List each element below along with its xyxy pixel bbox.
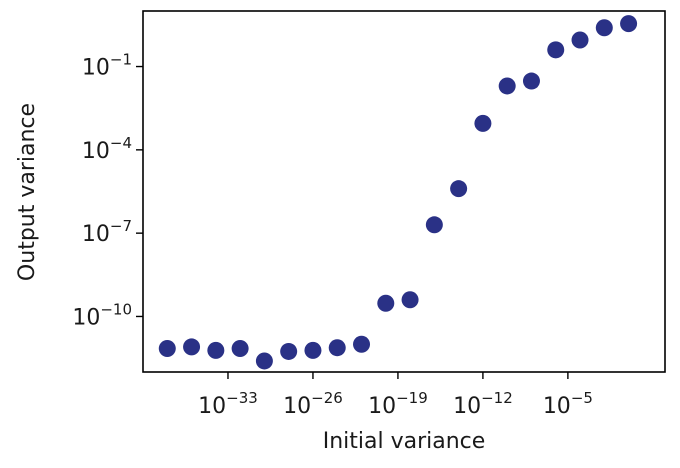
plot-area (158, 15, 638, 370)
x-tick-exponent: −5 (571, 389, 593, 407)
data-point (304, 341, 322, 359)
data-point (474, 114, 492, 132)
x-tick-base: 10 (198, 394, 226, 419)
y-tick-exponent: −10 (100, 300, 132, 318)
data-point (571, 31, 589, 49)
y-tick-label: 10−1 (82, 51, 132, 81)
x-axis-label: Initial variance (323, 429, 486, 454)
x-tick-label: 10−26 (283, 389, 343, 419)
y-tick-base: 10 (82, 56, 110, 81)
data-point (231, 340, 249, 358)
x-tick-label: 10−5 (543, 389, 593, 419)
data-point (255, 352, 273, 370)
data-point (498, 77, 516, 95)
y-tick-label: 10−7 (82, 217, 132, 247)
x-tick-label: 10−19 (368, 389, 428, 419)
x-tick-exponent: −33 (226, 389, 258, 407)
data-point (328, 339, 346, 357)
data-point (522, 72, 540, 90)
data-point (377, 294, 395, 312)
data-point (158, 340, 176, 358)
x-tick-label: 10−12 (453, 389, 513, 419)
y-tick-base: 10 (72, 305, 100, 330)
x-tick-exponent: −12 (481, 389, 513, 407)
y-tick-exponent: −4 (110, 134, 132, 152)
x-tick-label: 10−33 (198, 389, 258, 419)
data-point (547, 41, 565, 59)
x-tick-exponent: −26 (311, 389, 343, 407)
y-tick-label: 10−4 (82, 134, 132, 164)
y-tick-exponent: −1 (110, 51, 132, 69)
y-tick-label: 10−10 (72, 300, 132, 330)
data-point (207, 341, 225, 359)
x-tick-base: 10 (368, 394, 396, 419)
y-tick-base: 10 (82, 222, 110, 247)
x-axis: 10−33 10−26 10−19 10−12 10−5 (198, 372, 593, 419)
plot-frame (142, 10, 666, 373)
data-point (620, 15, 638, 33)
y-axis-label: Output variance (15, 103, 40, 281)
x-tick-base: 10 (283, 394, 311, 419)
x-tick-base: 10 (543, 394, 571, 419)
y-axis: 10−110−410−710−10 (72, 51, 143, 330)
y-tick-base: 10 (82, 139, 110, 164)
data-point (425, 216, 443, 234)
y-tick-exponent: −7 (110, 217, 132, 235)
data-point (183, 338, 201, 356)
data-point (401, 291, 419, 309)
data-point (280, 342, 298, 360)
x-tick-base: 10 (453, 394, 481, 419)
x-tick-exponent: −19 (396, 389, 428, 407)
data-point (450, 180, 468, 198)
data-point (353, 335, 371, 353)
data-point (595, 19, 613, 37)
